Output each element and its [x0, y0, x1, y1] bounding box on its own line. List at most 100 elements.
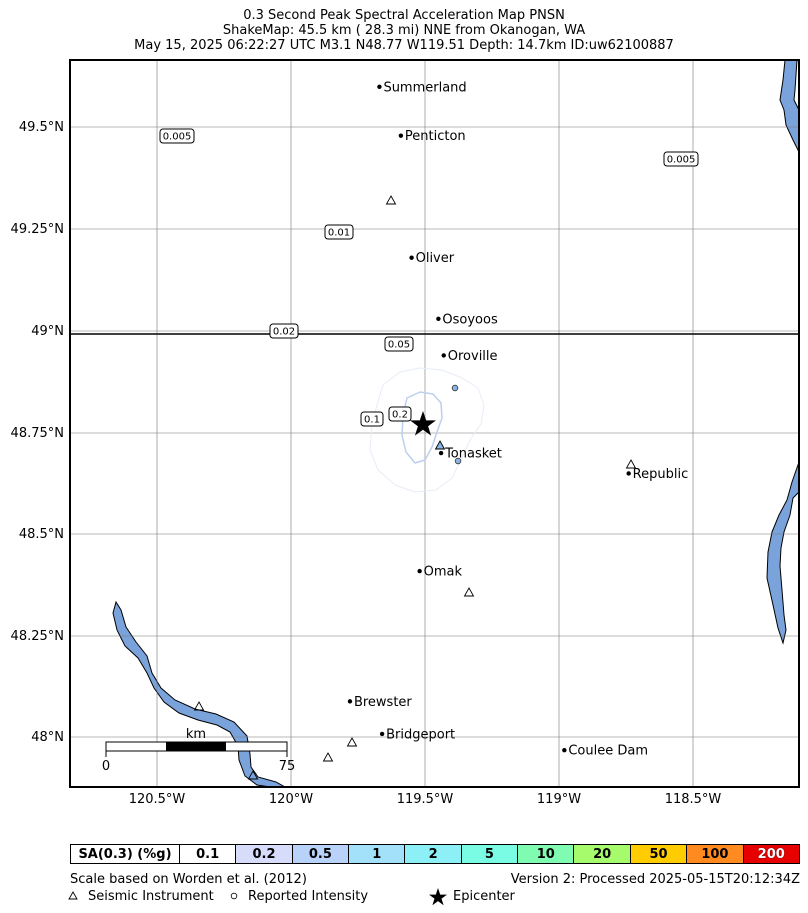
- epicenter-star-icon: [410, 411, 436, 436]
- contours: [369, 367, 485, 493]
- contour-label-text: 0.1: [364, 415, 380, 426]
- scale-bar-unit: km: [186, 727, 206, 742]
- legend-bin: 0.1: [178, 845, 236, 863]
- intensity-circle-icon: [451, 384, 459, 392]
- contour-0.2: [401, 391, 443, 464]
- city-label: Summerland: [383, 80, 466, 95]
- city-oliver: Oliver: [409, 251, 455, 266]
- x-tick: 119°W: [537, 792, 581, 807]
- version-note: Version 2: Processed 2025-05-15T20:12:34…: [510, 872, 800, 887]
- city-dot-icon: [379, 731, 385, 737]
- instrument-triangle-icon: [247, 770, 259, 780]
- city-dot-icon: [436, 316, 441, 321]
- map-body: 0.005 0.005 0.01 0.02 0.05 0.1: [71, 60, 799, 787]
- x-tick: 120°W: [269, 792, 313, 807]
- contour-labels: 0.005 0.005 0.01 0.02 0.05 0.1: [159, 128, 699, 427]
- contour-label: 0.01: [324, 224, 354, 240]
- water-columbia-river: [112, 600, 287, 787]
- legend-bin: 0.5: [291, 845, 349, 863]
- intensity-circle-icon: [454, 457, 462, 465]
- city-label: Coulee Dam: [568, 744, 648, 759]
- water-northeast: [779, 60, 799, 153]
- contour-label-text: 0.005: [163, 132, 192, 143]
- water-east-river: [766, 461, 799, 645]
- city-label: Republic: [633, 467, 689, 482]
- city-penticton: Penticton: [398, 129, 466, 144]
- city-dot-icon: [417, 568, 422, 574]
- city-omak: Omak: [417, 565, 463, 580]
- instrument-triangle-icon: [434, 440, 446, 450]
- contour-0.1: [369, 367, 485, 493]
- city-dot-icon: [626, 471, 631, 476]
- city-label: Oliver: [416, 251, 455, 266]
- legend-instrument-label: Seismic Instrument: [88, 889, 214, 904]
- legend-instrument-triangle-icon: [68, 891, 78, 900]
- city-summerland: Summerland: [377, 80, 467, 95]
- city-brewster: Brewster: [347, 695, 412, 710]
- city-label: Penticton: [405, 129, 466, 144]
- y-tick: 49.25°N: [11, 222, 64, 237]
- city-label: Brewster: [354, 695, 412, 710]
- scale-bar-start: 0: [102, 759, 110, 774]
- instrument-triangle-icon: [625, 459, 637, 469]
- x-tick: 119.5°W: [397, 792, 454, 807]
- map-frame: [69, 59, 800, 788]
- legend-bin: 50: [629, 845, 687, 863]
- city-coulee-dam: Coulee Dam: [562, 744, 648, 759]
- legend-epicenter-star-icon: [429, 888, 447, 906]
- title-line-2: ShakeMap: 45.5 km ( 28.3 mi) NNE from Ok…: [222, 23, 586, 38]
- contour-label-text: 0.005: [667, 155, 696, 166]
- contour-label: 0.2: [388, 406, 412, 422]
- graticule: [71, 60, 799, 787]
- contour-label: 0.05: [384, 336, 414, 352]
- city-label: Bridgeport: [386, 727, 455, 742]
- city-dot-icon: [438, 450, 444, 456]
- legend-bin: 0.2: [235, 845, 292, 863]
- contour-label: 0.005: [663, 151, 699, 167]
- legend-bin: 200: [742, 845, 799, 863]
- legend-bin: 1: [348, 845, 405, 863]
- city-dot-icon: [562, 748, 567, 753]
- contour-label: 0.1: [360, 411, 384, 427]
- city-republic: Republic: [626, 467, 688, 482]
- city-bridgeport: Bridgeport: [379, 727, 455, 742]
- y-tick-labels: 49.5°N 49.25°N 49°N 48.75°N 48.5°N 48.25…: [11, 120, 64, 745]
- seismic-instruments: [193, 195, 637, 780]
- city-dot-icon: [377, 84, 382, 90]
- city-oroville: Oroville: [441, 349, 498, 364]
- y-tick: 48.5°N: [19, 527, 64, 542]
- city-dot-icon: [409, 255, 414, 260]
- legend-intensity-label: Reported Intensity: [248, 889, 369, 904]
- title-line-1: 0.3 Second Peak Spectral Acceleration Ma…: [243, 8, 565, 23]
- legend-header: SA(0.3) (%g): [71, 845, 179, 863]
- cities: Summerland Penticton Oliver Osoyoos Oroville…: [347, 80, 688, 759]
- y-tick: 48.75°N: [11, 426, 64, 441]
- contour-label-text: 0.01: [328, 228, 350, 239]
- scale-note: Scale based on Worden et al. (2012): [70, 872, 307, 887]
- city-dot-icon: [398, 133, 404, 138]
- contour-label: 0.02: [269, 323, 299, 339]
- instrument-triangle-icon: [346, 737, 358, 747]
- instrument-triangle-icon: [193, 701, 205, 711]
- x-tick: 120.5°W: [129, 792, 186, 807]
- city-dot-icon: [347, 699, 353, 704]
- city-label: Omak: [424, 565, 463, 580]
- city-label: Oroville: [448, 349, 498, 364]
- legend-bin: 100: [686, 845, 743, 863]
- legend-intensity-circle-icon: [230, 892, 238, 900]
- legend-bar: SA(0.3) (%g) 0.1 0.2 0.5 1 2 5 10 20 50 100 200: [70, 844, 800, 864]
- scale-bar: km 0 75: [102, 727, 295, 774]
- reported-intensity: [451, 384, 462, 465]
- legend-epicenter-label: Epicenter: [453, 889, 515, 904]
- y-tick: 48.25°N: [11, 629, 64, 644]
- legend-bin: 20: [573, 845, 630, 863]
- legend-bin: 10: [517, 845, 574, 863]
- instrument-triangle-icon: [463, 587, 475, 597]
- contour-label: 0.005: [159, 128, 195, 144]
- city-label: Tonasket: [444, 447, 502, 462]
- city-osoyoos: Osoyoos: [436, 312, 498, 327]
- city-label: Osoyoos: [442, 312, 498, 327]
- legend-bin: 2: [404, 845, 461, 863]
- y-tick: 48°N: [31, 730, 64, 745]
